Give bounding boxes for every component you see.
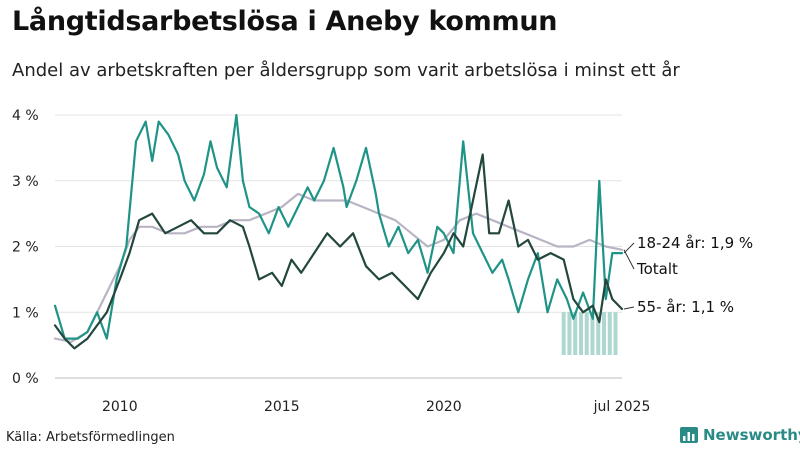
end-label-leader [623,249,635,270]
series-line-55-r [53,153,624,350]
confidence-band [567,312,572,355]
series-end-label: Totalt [636,260,678,278]
confidence-band [561,312,566,355]
confidence-band [578,312,583,355]
confidence-band [573,312,578,355]
series-end-label: 18-24 år: 1,9 % [637,234,753,252]
y-tick-label: 4 % [12,108,39,124]
series-end-label: 55- år: 1,1 % [637,298,734,316]
confidence-band [613,312,618,355]
y-tick-label: 2 % [12,240,39,256]
chart-subtitle: Andel av arbetskraften per åldersgrupp s… [12,60,680,81]
x-tick-label: jul 2025 [593,399,651,415]
x-tick-label: 2010 [102,399,138,415]
y-tick-label: 1 % [12,305,39,321]
y-tick-label: 0 % [12,371,39,387]
confidence-band [602,312,606,355]
chart-title: Långtidsarbetslösa i Aneby kommun [12,6,558,37]
x-tick-label: 2015 [264,399,300,415]
confidence-band [596,312,601,355]
confidence-band [607,312,612,355]
series-line-totalt [53,192,624,343]
bar-chart-icon [680,427,698,443]
confidence-band [590,312,595,355]
brand-logo: Newsworthy [680,426,800,444]
x-tick-label: 2020 [426,399,462,415]
confidence-band [584,312,589,355]
end-label-leader [623,242,635,254]
source-text: Källa: Arbetsförmedlingen [6,430,175,445]
y-tick-label: 3 % [12,174,39,190]
end-label-leader [623,306,635,310]
brand-name: Newsworthy [703,426,800,444]
series-line-18-24-r [53,113,624,340]
